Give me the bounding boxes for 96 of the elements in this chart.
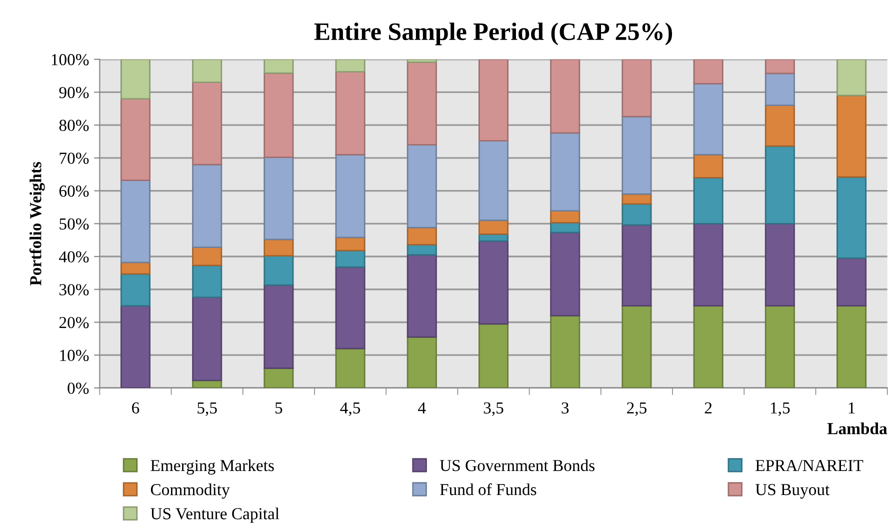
x-tick-label: 2,5	[627, 402, 646, 416]
y-tick-label: 100%	[52, 54, 89, 66]
bar	[622, 203, 652, 226]
bar	[550, 132, 580, 212]
bar	[693, 82, 724, 156]
legend-label: Fund of Funds	[440, 483, 536, 496]
bar	[335, 154, 366, 238]
bar	[192, 59, 222, 84]
bar	[406, 254, 437, 338]
bar	[120, 262, 150, 275]
bar	[406, 59, 437, 64]
bar	[693, 154, 724, 178]
legend-label: EPRA/NAREIT	[756, 460, 864, 472]
bar	[192, 82, 222, 166]
bar	[550, 232, 580, 316]
bar	[764, 104, 795, 147]
bar	[836, 176, 867, 259]
bar	[478, 220, 509, 235]
bar	[764, 72, 795, 106]
x-tick-label: 1,5	[770, 402, 790, 416]
legend-label: US Venture Capital	[150, 508, 280, 523]
bar	[836, 305, 867, 388]
legend-label: Emerging Markets	[150, 459, 274, 475]
y-tick-label: 50%	[60, 218, 89, 230]
bar	[120, 305, 150, 388]
bar	[406, 144, 437, 228]
bar	[622, 116, 652, 195]
bar	[120, 98, 150, 181]
bar	[192, 296, 222, 382]
bar	[335, 348, 366, 388]
bar	[478, 240, 509, 325]
legend-label: US Government Bonds	[440, 459, 594, 472]
bar	[836, 94, 867, 178]
bar	[693, 176, 724, 224]
bar	[764, 222, 795, 307]
x-axis-title: Lambda	[827, 422, 888, 434]
x-tick-label: 6	[132, 402, 140, 414]
bar	[622, 305, 652, 388]
y-tick-label: 20%	[59, 316, 89, 328]
bar	[550, 210, 580, 224]
x-tick-label: 3	[562, 402, 569, 414]
bar	[264, 238, 294, 257]
y-tick-label: 60%	[59, 186, 89, 197]
x-tick-label: 5,5	[198, 402, 217, 416]
bar	[764, 59, 795, 74]
bar	[406, 62, 437, 146]
y-tick-label: 40%	[59, 251, 89, 263]
bar	[264, 368, 294, 388]
x-tick-label: 5	[275, 402, 282, 414]
legend-label: US Buyout	[755, 484, 830, 499]
bar	[406, 336, 437, 388]
bar	[764, 145, 795, 224]
bar	[120, 59, 150, 100]
bar	[550, 314, 580, 388]
bar	[192, 264, 222, 298]
bar	[693, 59, 724, 84]
bar	[622, 59, 652, 118]
legend-label: Commodity	[150, 484, 230, 499]
x-tick-label: 4,5	[340, 402, 360, 416]
y-tick-label: 10%	[60, 350, 89, 362]
bar	[264, 59, 294, 74]
y-tick-label: 90%	[59, 86, 89, 98]
x-tick-label: 2	[704, 402, 712, 414]
bar	[764, 305, 795, 388]
bar	[264, 255, 294, 286]
bar	[836, 257, 867, 307]
bar	[550, 59, 580, 134]
y-tick-label: 30%	[60, 284, 89, 296]
bar	[192, 164, 222, 248]
bar	[836, 59, 867, 96]
bar	[406, 226, 437, 246]
y-axis-title: Portfolio Weights	[29, 162, 45, 286]
bar	[264, 284, 294, 369]
bar	[335, 266, 366, 350]
chart-title: Entire Sample Period (CAP 25%)	[314, 22, 672, 46]
bar	[335, 71, 366, 156]
bar	[335, 250, 366, 268]
bar	[335, 236, 366, 252]
bar	[478, 59, 509, 142]
bar	[622, 224, 652, 307]
bar	[478, 323, 509, 388]
bar	[693, 222, 724, 307]
bar	[264, 156, 294, 240]
bar	[120, 273, 150, 307]
bar	[120, 180, 150, 264]
bar	[264, 72, 294, 158]
bar	[192, 246, 222, 266]
bar	[335, 59, 366, 73]
bar	[693, 305, 724, 388]
y-tick-label: 0%	[68, 382, 89, 394]
bar	[478, 140, 509, 222]
x-tick-label: 4	[418, 402, 426, 414]
x-tick-label: 3,5	[484, 402, 504, 416]
y-tick-label: 80%	[59, 120, 89, 132]
x-tick-label: 1	[848, 402, 855, 414]
y-tick-label: 70%	[60, 152, 89, 164]
